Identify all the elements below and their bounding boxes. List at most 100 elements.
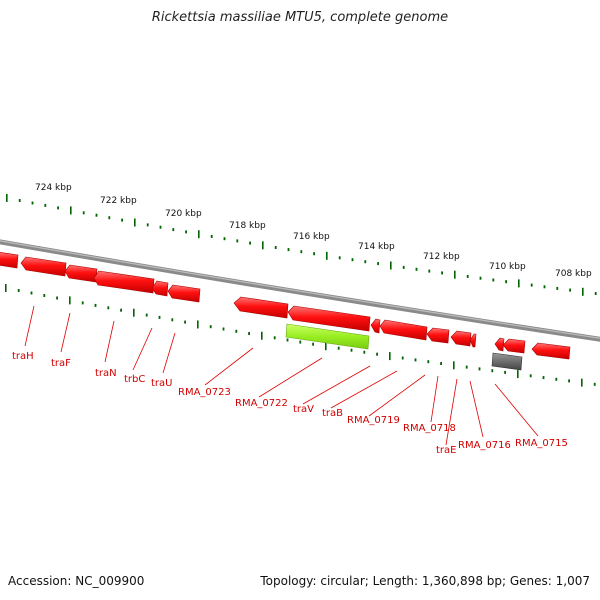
ruler-minor-tick: [44, 203, 47, 207]
ruler-minor-tick: [222, 327, 225, 331]
ruler-major-tick: [133, 308, 135, 317]
gene-arrow[interactable]: [167, 284, 201, 303]
ruler-minor-tick: [82, 211, 85, 215]
gene-arrow[interactable]: [494, 337, 505, 352]
gene-arrow[interactable]: [64, 264, 98, 283]
ruler-minor-tick: [568, 379, 570, 383]
gene-arrow[interactable]: [0, 251, 19, 269]
ruler-minor-tick: [594, 292, 597, 295]
ruler-major-tick: [70, 206, 72, 215]
ruler-minor-tick: [121, 218, 123, 222]
ruler-minor-tick: [159, 225, 162, 229]
ruler-minor-tick: [313, 252, 315, 256]
ruler-minor-tick: [427, 360, 430, 364]
gene-arrow[interactable]: [502, 338, 526, 354]
ruler-minor-tick: [428, 269, 431, 273]
gene-arrow[interactable]: [379, 319, 428, 341]
gene-label-trau[interactable]: traU: [151, 378, 172, 389]
gene-arrow[interactable]: [370, 318, 381, 334]
gene-arrow[interactable]: [426, 327, 450, 344]
gene-label-rma-0723[interactable]: RMA_0723: [178, 387, 231, 398]
ruler-minor-tick: [415, 267, 418, 271]
ruler-minor-tick: [17, 289, 20, 292]
ruler-minor-tick: [209, 325, 212, 329]
gene-track-upper: [0, 251, 201, 303]
ruler-minor-tick: [274, 246, 277, 249]
ruler-major-tick: [5, 284, 7, 292]
genome-backbone-highlight: [0, 240, 600, 339]
ruler-minor-tick: [286, 338, 289, 342]
gene-label-tran[interactable]: traN: [95, 368, 117, 379]
genome-summary-text: Topology: circular; Length: 1,360,898 bp…: [260, 574, 590, 588]
kbp-label: 724 kbp: [35, 183, 72, 193]
ruler-minor-tick: [300, 250, 303, 254]
ruler-minor-tick: [363, 350, 366, 354]
accession-text: Accession: NC_009900: [8, 574, 145, 588]
ruler-minor-tick: [57, 206, 59, 210]
ruler-minor-tick: [478, 367, 481, 371]
gene-label-trah[interactable]: traH: [12, 351, 34, 362]
ruler-major-tick: [261, 331, 263, 340]
gene-label-rma-0716[interactable]: RMA_0716: [458, 440, 511, 451]
map-title: Rickettsia massiliae MTU5, complete geno…: [151, 10, 449, 25]
ruler-minor-tick: [491, 369, 494, 373]
gene-label-trav[interactable]: traV: [293, 404, 314, 415]
gene-arrow[interactable]: [20, 256, 67, 277]
ruler-minor-tick: [81, 301, 84, 305]
kbp-ruler-labels: 724 kbp 722 kbp 720 kbp 718 kbp 716 kbp …: [35, 183, 592, 279]
ruler-minor-tick: [466, 275, 469, 278]
gene-arrow[interactable]: [531, 342, 571, 360]
ruler-minor-tick: [542, 376, 545, 380]
gene-label-traf[interactable]: traF: [51, 358, 71, 369]
gene-label-rma-0722[interactable]: RMA_0722: [235, 398, 288, 409]
ruler-minor-tick: [273, 336, 276, 340]
ruler-minor-tick: [185, 230, 187, 234]
ruler-minor-tick: [441, 271, 443, 275]
ruler-minor-tick: [287, 248, 290, 252]
ruler-minor-tick: [543, 285, 546, 289]
ruler-minor-tick: [184, 320, 186, 324]
ruler-minor-tick: [236, 239, 239, 243]
ruler-major-tick: [69, 296, 71, 305]
ruler-minor-tick: [107, 306, 110, 310]
ruler-minor-tick: [364, 260, 367, 264]
ruler-major-tick: [6, 194, 8, 202]
ruler-major-tick: [390, 261, 392, 270]
kbp-label: 718 kbp: [229, 221, 266, 231]
gene-arrow[interactable]: [93, 270, 155, 294]
gray-feature-bar[interactable]: [491, 352, 523, 371]
ruler-minor-tick: [18, 199, 21, 202]
highlighted-gene-bar[interactable]: [285, 323, 370, 350]
ruler-minor-tick: [248, 332, 250, 335]
gene-label-rma-0719[interactable]: RMA_0719: [347, 415, 400, 426]
ruler-major-tick: [262, 241, 264, 250]
gene-label-rma-0715[interactable]: RMA_0715: [515, 438, 568, 449]
ruler-minor-tick: [43, 294, 46, 297]
gene-arrow[interactable]: [287, 305, 371, 332]
ruler-major-tick: [198, 230, 200, 239]
ruler-major-tick: [134, 218, 136, 227]
gene-arrow[interactable]: [151, 280, 169, 297]
gene-label-leaders: [24, 305, 539, 446]
ruler-minor-tick: [249, 241, 251, 245]
gene-label-trbc[interactable]: trbC: [124, 374, 145, 385]
kbp-label: 720 kbp: [165, 209, 202, 219]
ruler-minor-tick: [210, 235, 213, 238]
gene-label-rma-0718[interactable]: RMA_0718: [403, 423, 456, 434]
gene-label-trab[interactable]: traB: [322, 408, 343, 419]
gene-arrow[interactable]: [469, 333, 477, 348]
kbp-label: 716 kbp: [293, 232, 330, 242]
inner-ruler-ticks: [5, 284, 596, 387]
ruler-minor-tick: [312, 342, 314, 346]
gene-arrow[interactable]: [450, 330, 472, 347]
ruler-minor-tick: [465, 365, 468, 369]
ruler-minor-tick: [299, 340, 302, 344]
gene-label-trae[interactable]: traE: [436, 445, 456, 456]
genome-backbone: [0, 239, 600, 342]
kbp-label: 714 kbp: [358, 242, 395, 252]
ruler-minor-tick: [376, 352, 378, 356]
ruler-minor-tick: [171, 318, 174, 322]
gene-arrow[interactable]: [233, 296, 289, 319]
ruler-minor-tick: [351, 258, 354, 262]
